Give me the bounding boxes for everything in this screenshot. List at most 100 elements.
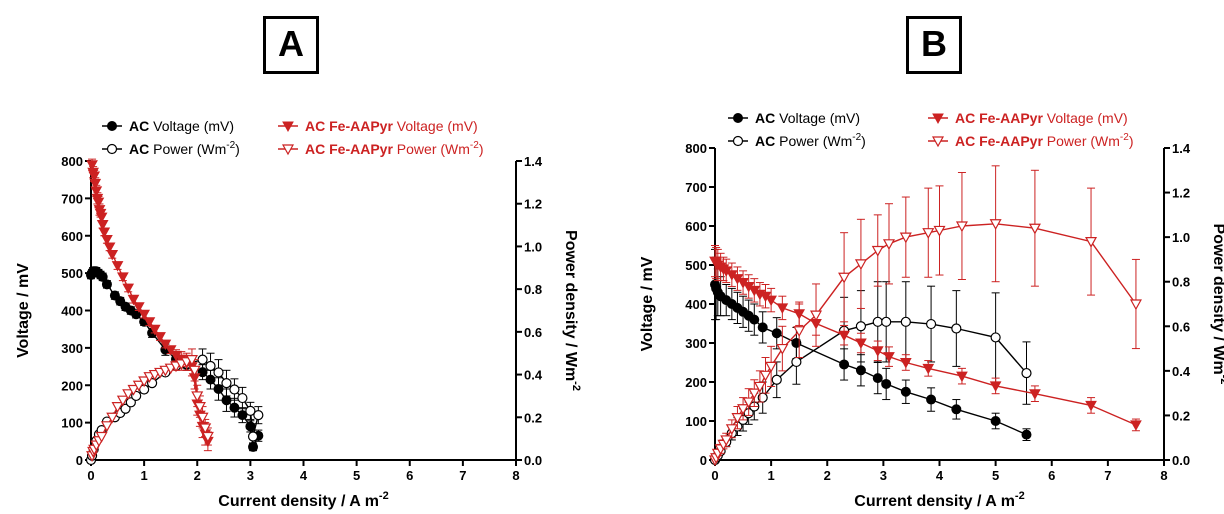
x-tick-label: 0: [87, 468, 94, 483]
series-line: [714, 284, 1027, 436]
panel-label-b: B: [906, 16, 962, 74]
data-point: [120, 403, 131, 414]
data-point: [90, 186, 103, 197]
data-point: [101, 279, 112, 290]
legend-marker: [932, 113, 944, 125]
data-point: [132, 302, 145, 313]
legend-item: AC Fe-AAPyr Voltage (mV): [278, 118, 478, 134]
legend-label: AC Fe-AAPyr Power (Wm-2): [955, 132, 1133, 149]
data-point: [213, 367, 224, 378]
x-tick-label: 4: [936, 468, 944, 483]
y-right-tick-label: 1.4: [1172, 141, 1191, 156]
y-left-tick-label: 200: [61, 378, 83, 393]
y-left-tick-label: 0: [76, 453, 83, 468]
legend-label-text: Power (Wm: [775, 133, 852, 149]
x-tick-label: 7: [459, 468, 466, 483]
data-point: [100, 421, 113, 433]
legend-label-text: Voltage (mV): [1043, 110, 1128, 126]
series-fe-power: [86, 348, 214, 462]
data-point: [749, 314, 760, 325]
y-right-tick-label: 0.0: [524, 453, 542, 468]
legend-marker: [931, 136, 945, 148]
legend-item: AC Voltage (mV): [728, 110, 860, 126]
y-right-title: Power density / Wm-2: [1210, 224, 1224, 385]
data-point: [838, 330, 850, 342]
data-point: [771, 374, 782, 385]
legend-marker: [282, 121, 294, 133]
data-point: [793, 326, 806, 337]
legend-label: AC Power (Wm-2): [129, 140, 240, 157]
chart-b: 0 1 2 3 4 5 6 7 8 0 100 200 300 400 500 600 700 800 0.0 0.2…: [639, 110, 1224, 510]
legend-label-text: Voltage (mV): [393, 118, 478, 134]
data-point: [122, 283, 135, 295]
legend-label-bold: AC: [129, 118, 149, 134]
data-point: [882, 239, 896, 251]
legend-label-bold: AC Fe-AAPyr: [955, 133, 1043, 149]
series-ac-voltage: [86, 266, 264, 452]
data-point: [1085, 237, 1098, 248]
data-point: [922, 228, 935, 239]
data-point: [111, 402, 124, 413]
data-point: [1021, 429, 1032, 440]
panel-label-a: A: [263, 16, 319, 74]
y-left-tick-label: 0: [700, 453, 707, 468]
data-point: [1028, 223, 1041, 235]
data-point: [720, 435, 733, 447]
legend-item: AC Power (Wm-2): [728, 132, 866, 149]
data-point: [855, 365, 866, 376]
y-right-tick-label: 0.6: [524, 325, 542, 340]
data-point: [98, 227, 111, 239]
x-tick-label: 6: [1048, 468, 1055, 483]
legend-label: AC Fe-AAPyr Power (Wm-2): [305, 140, 483, 157]
y-right-tick-label: 0.0: [1172, 453, 1190, 468]
data-point: [871, 346, 884, 357]
legend-item: AC Fe-AAPyr Voltage (mV): [928, 110, 1128, 126]
y-left-tick-label: 700: [61, 191, 83, 206]
x-tick-label: 5: [353, 468, 360, 483]
data-point: [933, 225, 946, 237]
data-point: [881, 378, 892, 389]
data-point: [116, 395, 129, 407]
y-right-tick-label: 1.0: [1172, 230, 1190, 245]
y-left-tick-label: 100: [61, 416, 83, 431]
data-point: [205, 360, 216, 372]
legend-label: AC Voltage (mV): [129, 118, 234, 134]
data-point: [143, 317, 156, 328]
y-right-tick-label: 0.6: [1172, 319, 1190, 334]
data-point: [185, 355, 198, 366]
data-point: [197, 354, 208, 365]
data-point: [742, 397, 755, 409]
y-left-tick-label: 600: [61, 229, 83, 244]
data-point: [951, 323, 962, 334]
legend-label-text: Voltage (mV): [149, 118, 234, 134]
data-point: [855, 321, 867, 332]
series-ac-voltage: [710, 248, 1032, 441]
data-point: [127, 384, 140, 396]
data-point: [989, 381, 1002, 392]
data-point: [237, 410, 248, 421]
y-right-tick-label: 1.4: [524, 154, 543, 169]
data-point: [111, 261, 124, 272]
legend-label: AC Fe-AAPyr Voltage (mV): [955, 110, 1128, 126]
y-right-title-sup: -2: [570, 381, 582, 391]
data-point: [899, 232, 912, 244]
y-right-tick-label: 1.0: [524, 239, 542, 254]
data-point: [926, 394, 937, 405]
x-tick-label: 7: [1104, 468, 1111, 483]
data-point: [955, 221, 968, 233]
legend-item: AC Power (Wm-2): [102, 140, 240, 157]
legend-label-text: Voltage (mV): [775, 110, 860, 126]
y-left-tick-label: 400: [685, 297, 707, 312]
data-point: [765, 361, 778, 373]
data-point: [188, 365, 201, 377]
data-point: [148, 324, 161, 336]
data-point: [159, 339, 172, 351]
series-line: [714, 223, 1137, 461]
data-point: [854, 259, 867, 271]
data-point: [748, 388, 761, 400]
data-point: [248, 441, 259, 452]
legend-label-bold: AC Fe-AAPyr: [305, 118, 393, 134]
data-point: [247, 431, 259, 442]
legend-label-tail: ): [1129, 133, 1134, 149]
data-point: [925, 318, 937, 330]
